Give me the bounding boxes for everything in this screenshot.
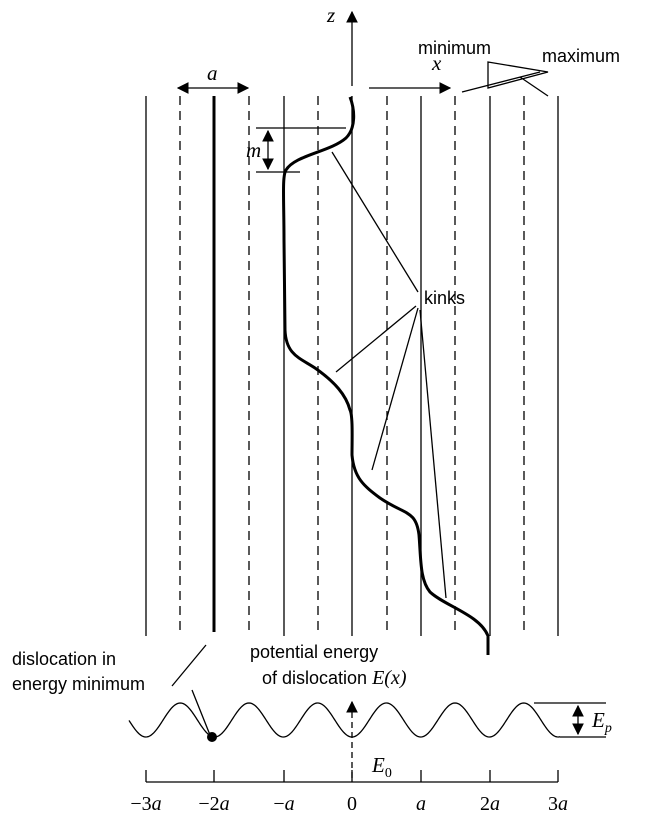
- tick-label: −3a: [130, 793, 161, 815]
- legend-pointer-maximum: [519, 76, 549, 97]
- tick-label: 0: [347, 793, 357, 815]
- e0-subscript: 0: [385, 766, 392, 781]
- dislocation-label-pointer: [171, 644, 207, 687]
- e0-symbol: E: [371, 753, 385, 777]
- tick-label: −a: [273, 793, 294, 815]
- dislocation-label-line2: energy minimum: [12, 674, 145, 694]
- legend-minimum: minimum: [418, 38, 491, 58]
- peierls-energy-marker: Ep: [534, 702, 612, 738]
- ep-symbol: E: [591, 708, 605, 732]
- e0-label: E0: [371, 753, 392, 781]
- potential-label-line2: of dislocation E(x): [262, 667, 407, 689]
- kink-height-label: m: [246, 138, 261, 162]
- kinks-annotation: kinks: [331, 151, 465, 599]
- kink-pointer: [335, 305, 417, 373]
- ep-subscript: p: [604, 721, 612, 736]
- kinks-label: kinks: [424, 288, 465, 308]
- dislocation-position-dot: [207, 732, 217, 742]
- tick-label: a: [416, 793, 426, 815]
- kink-pointer: [419, 309, 447, 599]
- kink-height-marker: m: [246, 127, 346, 173]
- potential-label-text: of dislocation: [262, 668, 372, 688]
- dislocation-label-line1: dislocation in: [12, 649, 116, 669]
- potential-function-label: E(x): [371, 667, 407, 689]
- kinked-dislocation: [282, 96, 490, 655]
- ep-label: Ep: [591, 708, 612, 736]
- potential-label-line1: potential energy: [250, 642, 378, 662]
- energy-minimum-pointer: [191, 689, 211, 736]
- kink-pointer: [371, 307, 419, 471]
- legend-pointer-minimum: [461, 71, 541, 93]
- tick-label: 3a: [548, 793, 568, 815]
- lattice-spacing-label: a: [207, 61, 218, 85]
- tick-label: 2a: [480, 793, 500, 815]
- legend-triangle: [487, 61, 549, 89]
- position-ticks: −3a −2a −a 0 a 2a 3a: [130, 770, 568, 815]
- legend-maximum: maximum: [542, 46, 620, 66]
- tick-label: −2a: [198, 793, 229, 815]
- z-axis-label: z: [326, 3, 335, 27]
- min-max-legend: minimum maximum: [418, 38, 620, 97]
- lattice-lines: [145, 96, 559, 636]
- potential-energy-curve: [128, 702, 561, 738]
- kink-pointer: [331, 151, 419, 293]
- x-axis-label: x: [431, 51, 442, 75]
